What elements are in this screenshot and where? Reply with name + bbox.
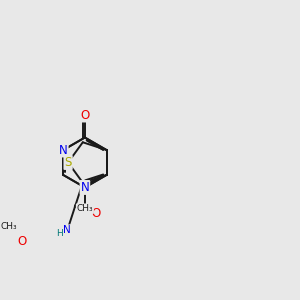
Text: CH₃: CH₃ [76,204,93,213]
Text: CH₃: CH₃ [0,222,17,231]
Text: O: O [92,207,101,220]
Text: H: H [56,229,62,238]
Text: N: N [80,181,89,194]
Text: N: N [64,225,71,235]
Text: S: S [64,156,72,169]
Text: O: O [80,109,89,122]
Text: O: O [17,235,26,248]
Text: N: N [59,143,68,157]
